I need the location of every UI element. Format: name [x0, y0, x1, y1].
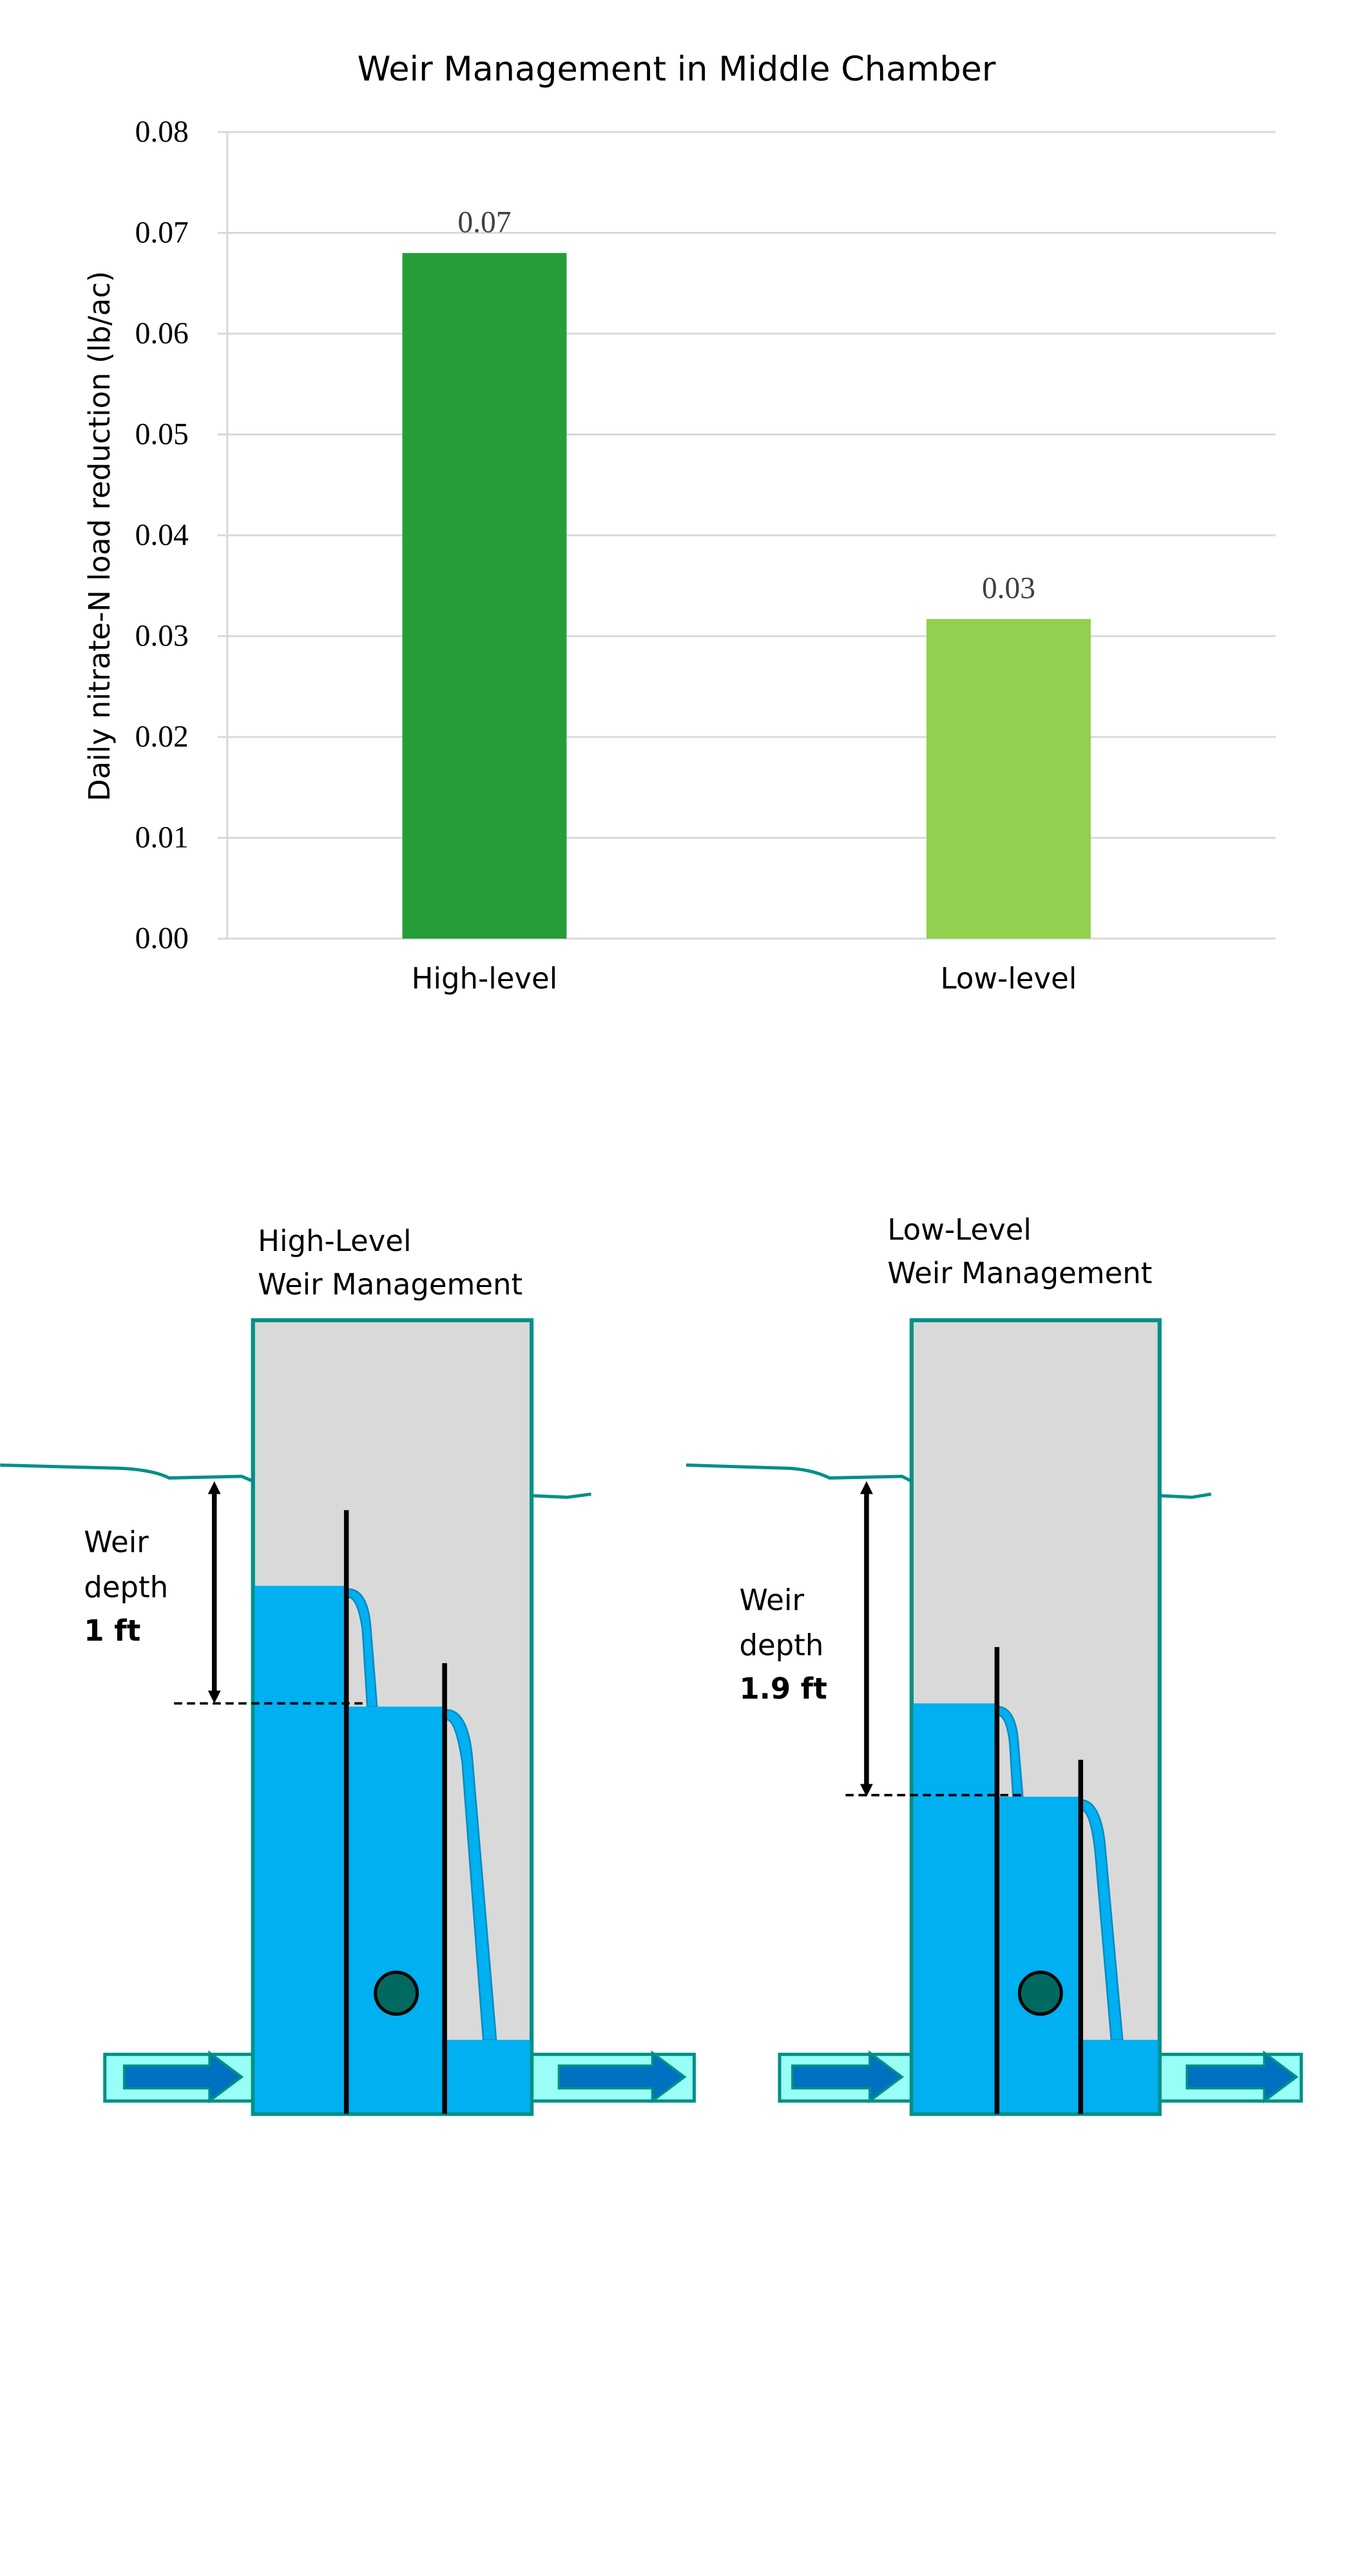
flow-arrow-icon: [122, 2050, 244, 2104]
y-tick-label: 0.04: [135, 519, 189, 552]
low-level-weir-diagram: Low-Level Weir Management Weir depth 1.9…: [686, 1213, 1303, 2116]
bar-chart: Weir Management in Middle Chamber 0.000.…: [82, 50, 1276, 996]
low-title-line1: Low-Level: [887, 1213, 1031, 1247]
data-label: 0.03: [982, 571, 1035, 605]
gridlines: [217, 131, 1276, 940]
depth-label-line2: depth: [84, 1570, 168, 1604]
depth-label-line2: depth: [739, 1628, 823, 1662]
y-axis-label: Daily nitrate-N load reduction (lb/ac): [82, 271, 117, 802]
y-tick-label: 0.02: [135, 720, 189, 754]
outlet-orifice: [374, 1970, 419, 2016]
water-upper: [913, 1703, 997, 2113]
bar-high-level: [402, 253, 567, 939]
bars: [402, 253, 1091, 939]
x-tick-labels: High-level Low-level: [412, 962, 1077, 996]
y-tick-label: 0.01: [135, 821, 189, 855]
y-tick-label: 0.07: [135, 216, 189, 249]
flow-arrow-icon: [791, 2050, 905, 2104]
ground-water-line: [686, 1463, 913, 1483]
x-tick-label: Low-level: [941, 962, 1077, 996]
water-middle: [348, 1706, 446, 2113]
depth-value: 1.9 ft: [739, 1672, 827, 1706]
data-labels: 0.07 0.03: [457, 205, 1035, 605]
y-tick-labels: 0.00 0.01 0.02 0.03 0.04 0.05 0.06 0.07 0.08: [135, 115, 189, 955]
chart-title: Weir Management in Middle Chamber: [357, 50, 995, 89]
bar-low-level: [926, 618, 1091, 939]
ground-water-line: [531, 1492, 591, 1499]
flow-arrow-icon: [557, 2050, 687, 2104]
depth-label-line1: Weir: [84, 1525, 149, 1559]
data-label: 0.07: [457, 205, 511, 239]
y-tick-label: 0.00: [135, 922, 189, 955]
high-level-weir-diagram: High-Level Weir Management Weir depth 1 …: [0, 1224, 696, 2116]
y-tick-label: 0.05: [135, 418, 189, 452]
ground-water-line: [1159, 1492, 1212, 1499]
y-tick-label: 0.06: [135, 317, 189, 350]
depth-label-line1: Weir: [739, 1583, 804, 1617]
water-lower: [1080, 2039, 1158, 2113]
water-lower: [446, 2039, 530, 2113]
water-upper: [254, 1585, 349, 2113]
x-tick-label: High-level: [412, 962, 558, 996]
ground-water-line: [0, 1463, 254, 1483]
y-tick-label: 0.08: [135, 115, 189, 149]
flow-arrow-icon: [1185, 2050, 1299, 2104]
high-title-line2: Weir Management: [258, 1267, 523, 1301]
y-tick-label: 0.03: [135, 620, 189, 653]
outlet-orifice: [1017, 1970, 1063, 2016]
high-title-line1: High-Level: [258, 1224, 411, 1258]
depth-value: 1 ft: [84, 1614, 140, 1648]
low-title-line2: Weir Management: [887, 1256, 1152, 1290]
water-middle: [997, 1797, 1081, 2113]
